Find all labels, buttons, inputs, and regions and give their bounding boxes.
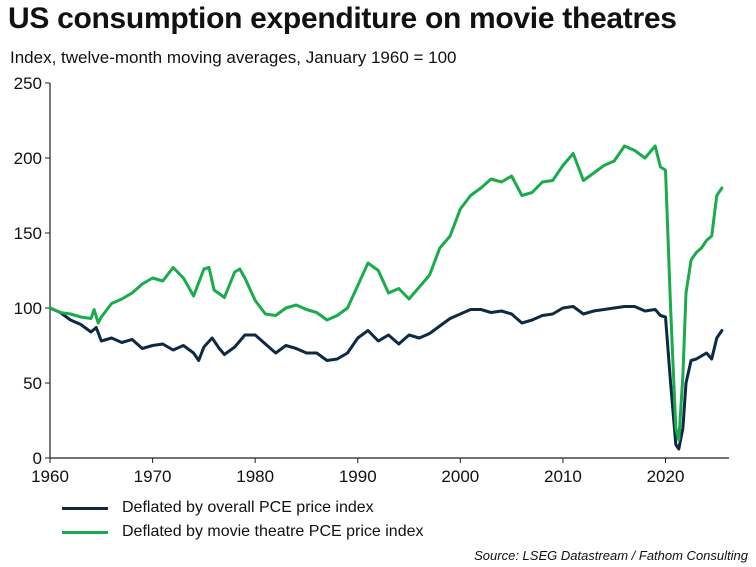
legend-swatch-overall-pce	[62, 506, 108, 510]
legend-label-overall-pce: Deflated by overall PCE price index	[122, 499, 374, 516]
legend-swatch-movie-theatre-pce	[62, 530, 108, 534]
x-tick-label: 1980	[236, 467, 274, 486]
y-tick-label: 0	[33, 449, 42, 468]
y-tick-label: 200	[14, 149, 42, 168]
legend: Deflated by overall PCE price index Defl…	[62, 496, 423, 544]
legend-label-movie-theatre-pce: Deflated by movie theatre PCE price inde…	[122, 523, 424, 540]
series-line-movie-theatre-pce	[48, 144, 724, 442]
x-tick-label: 2020	[647, 467, 685, 486]
y-tick-label: 50	[23, 374, 42, 393]
x-tick-label: 1990	[339, 467, 377, 486]
legend-item-overall-pce: Deflated by overall PCE price index	[62, 496, 423, 520]
y-tick-label: 100	[14, 299, 42, 318]
source-note: Source: LSEG Datastream / Fathom Consult…	[474, 548, 748, 563]
chart-title: US consumption expenditure on movie thea…	[8, 2, 677, 35]
series-line-overall-pce	[48, 305, 724, 451]
legend-item-movie-theatre-pce: Deflated by movie theatre PCE price inde…	[62, 520, 423, 544]
x-tick-label: 1960	[31, 467, 69, 486]
x-tick-label: 1970	[134, 467, 172, 486]
y-tick-label: 250	[14, 74, 42, 93]
chart-subtitle: Index, twelve-month moving averages, Jan…	[10, 48, 457, 67]
x-tick-label: 2010	[544, 467, 582, 486]
x-tick-label: 2000	[441, 467, 479, 486]
y-tick-label: 150	[14, 224, 42, 243]
